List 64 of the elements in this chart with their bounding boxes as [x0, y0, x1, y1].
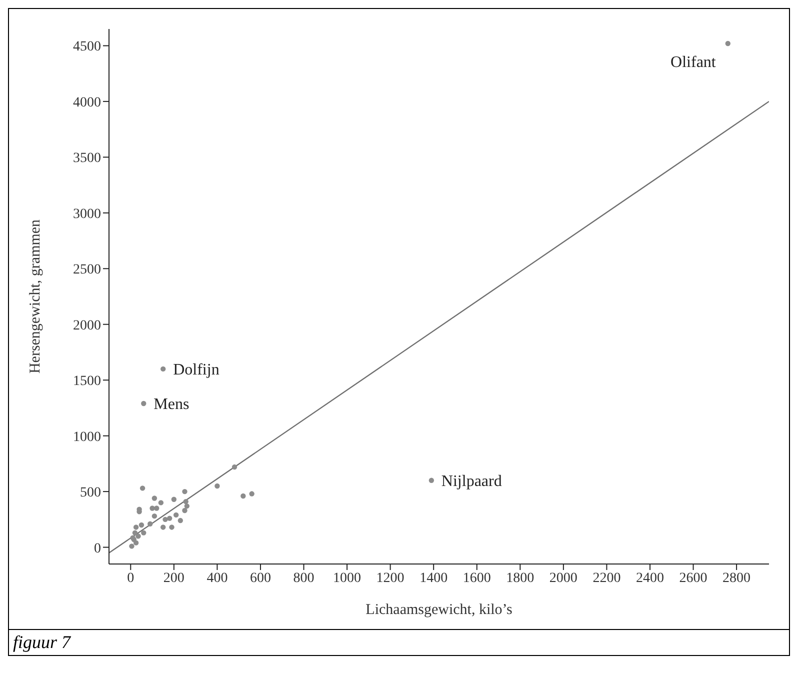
- point: [183, 498, 188, 504]
- point: [160, 366, 166, 372]
- x-tick-label: 800: [293, 570, 314, 586]
- point: [240, 493, 246, 499]
- point: [725, 40, 730, 46]
- point: [182, 508, 188, 514]
- point: [173, 512, 179, 518]
- point: [141, 530, 146, 536]
- x-tick-label: 400: [206, 570, 228, 586]
- y-tick-label: 4000: [73, 95, 101, 110]
- point: [132, 530, 138, 536]
- y-tick-label: 2500: [73, 262, 101, 278]
- x-tick-label: 2400: [636, 570, 664, 586]
- point: [150, 506, 155, 511]
- x-tick-label: 600: [250, 570, 271, 586]
- y-axis-title: Hersengewicht, grammen: [27, 218, 44, 374]
- point: [160, 524, 166, 530]
- point: [169, 524, 174, 530]
- annotation: Nijlpaard: [441, 473, 502, 490]
- y-tick-label: 1500: [73, 374, 101, 390]
- point: [178, 518, 184, 524]
- point: [162, 516, 168, 522]
- point: [184, 503, 190, 509]
- point: [214, 483, 220, 489]
- y-tick-label: 3000: [73, 206, 101, 222]
- point: [158, 500, 164, 506]
- point: [152, 496, 158, 501]
- x-tick-label: 2200: [592, 570, 621, 586]
- point: [136, 534, 141, 539]
- point: [428, 478, 434, 484]
- point: [133, 524, 139, 530]
- point: [133, 540, 139, 546]
- point: [129, 544, 134, 549]
- point: [249, 491, 254, 496]
- text: figuur 7: [9, 629, 789, 655]
- x-tick-label: 0: [127, 570, 134, 586]
- point: [171, 496, 177, 502]
- x-tick-label: 2800: [722, 570, 751, 586]
- y-tick-label: 2000: [73, 318, 101, 334]
- x-tick-label: 1800: [506, 570, 534, 586]
- annotation: Dolfijn: [173, 362, 220, 379]
- point: [138, 522, 144, 528]
- point: [232, 464, 238, 470]
- point: [148, 521, 153, 526]
- x-tick-label: 1000: [333, 570, 362, 586]
- x-tick-label: 2000: [549, 570, 578, 586]
- point: [182, 488, 188, 494]
- point: [141, 400, 146, 406]
- y-tick-label: 1000: [73, 430, 101, 445]
- y-tick-label: 0: [94, 541, 101, 556]
- x-tick-label: 1400: [420, 570, 448, 586]
- point: [152, 513, 158, 519]
- point: [166, 516, 172, 521]
- x-tick-label: 1200: [376, 570, 404, 586]
- x-tick-label: 200: [163, 570, 184, 586]
- x-axis-title: Lichaamsgewicht, kilo’s: [366, 602, 512, 618]
- y-tick-label: 500: [80, 486, 101, 501]
- annotation: Olifant: [670, 54, 716, 71]
- point: [140, 486, 146, 491]
- x-tick-label: 1600: [462, 570, 491, 586]
- annotation: Mens: [154, 396, 190, 414]
- x-tick-label: 2600: [679, 570, 708, 586]
- y-tick-label: 4500: [73, 40, 101, 55]
- y-tick-label: 3500: [73, 151, 101, 166]
